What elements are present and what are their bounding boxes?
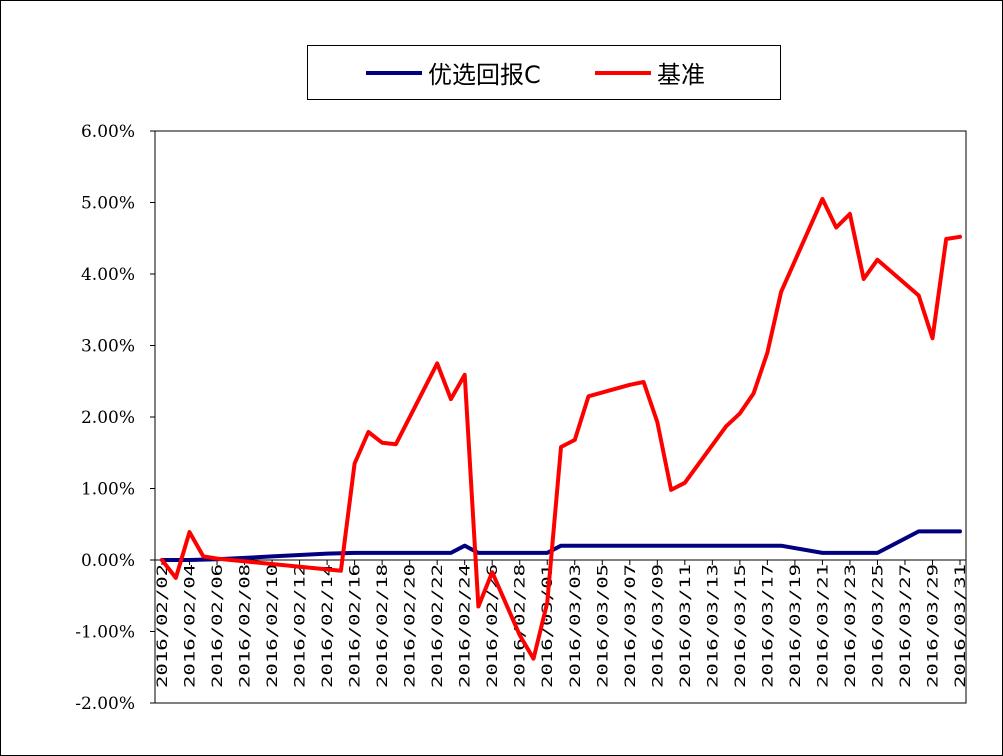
series-layer <box>160 196 962 661</box>
y-tick-label: 2.00% <box>81 408 135 428</box>
x-tick-label: 2016/03/01 <box>540 564 556 688</box>
legend: 优选回报C 基准 <box>307 45 781 100</box>
x-tick-label: 2016/03/21 <box>815 564 831 688</box>
legend-label-series-2: 基准 <box>657 61 705 89</box>
x-tick-label: 2016/02/28 <box>513 564 529 688</box>
y-tick-label: 0.00% <box>81 551 135 571</box>
x-tick-label: 2016/03/23 <box>843 564 859 688</box>
x-tick-label: 2016/02/02 <box>155 564 171 688</box>
y-tick-label: -2.00% <box>75 694 135 714</box>
x-tick-label: 2016/03/07 <box>623 564 639 688</box>
legend-item-series-1: 优选回报C <box>366 46 541 99</box>
x-tick-label: 2016/02/20 <box>403 564 419 688</box>
x-tick-label: 2016/03/13 <box>705 564 721 688</box>
x-axis: 2016/02/02 2016/02/04 2016/02/06 2016/02/08… <box>155 560 969 688</box>
x-tick-label: 2016/03/11 <box>678 564 694 688</box>
x-tick-label: 2016/03/15 <box>733 564 749 688</box>
x-tick-label: 2016/03/05 <box>595 564 611 688</box>
x-tick-label: 2016/03/19 <box>788 564 804 688</box>
x-tick-label: 2016/03/29 <box>925 564 941 688</box>
y-tick-label: -1.00% <box>75 623 135 643</box>
y-tick-label: 1.00% <box>81 480 135 500</box>
x-tick-label: 2016/02/06 <box>210 564 226 688</box>
y-axis: 6.00% 5.00% 4.00% 3.00% 2.00% 1.00% 0.00% -1.00… <box>75 122 155 714</box>
x-tick-label: 2016/03/27 <box>898 564 914 688</box>
x-tick-label: 2016/02/04 <box>183 564 199 688</box>
x-tick-label: 2016/02/10 <box>265 564 281 688</box>
x-tick-label: 2016/02/24 <box>458 564 474 688</box>
x-tick-label: 2016/02/22 <box>430 564 446 688</box>
legend-swatch-series-2 <box>595 70 651 75</box>
legend-item-series-2: 基准 <box>595 46 705 99</box>
y-tick-label: 3.00% <box>81 337 135 357</box>
y-tick-label: 6.00% <box>81 122 135 142</box>
x-tick-label: 2016/03/25 <box>870 564 886 688</box>
x-tick-label: 2016/02/18 <box>375 564 391 688</box>
x-tick-label: 2016/02/14 <box>320 564 336 688</box>
series-line-2 <box>160 196 962 661</box>
legend-swatch-series-1 <box>366 70 422 75</box>
x-tick-label: 2016/03/31 <box>953 564 969 688</box>
x-tick-label: 2016/02/08 <box>238 564 254 688</box>
x-tick-label: 2016/02/26 <box>485 564 501 688</box>
y-tick-label: 4.00% <box>81 265 135 285</box>
x-tick-label: 2016/02/16 <box>348 564 364 688</box>
series-line-1 <box>160 529 962 562</box>
x-tick-label: 2016/03/17 <box>760 564 776 688</box>
x-tick-label: 2016/03/03 <box>568 564 584 688</box>
x-tick-label: 2016/02/12 <box>293 564 309 688</box>
x-tick-label: 2016/03/09 <box>650 564 666 688</box>
legend-label-series-1: 优选回报C <box>428 61 541 89</box>
y-tick-label: 5.00% <box>81 194 135 214</box>
